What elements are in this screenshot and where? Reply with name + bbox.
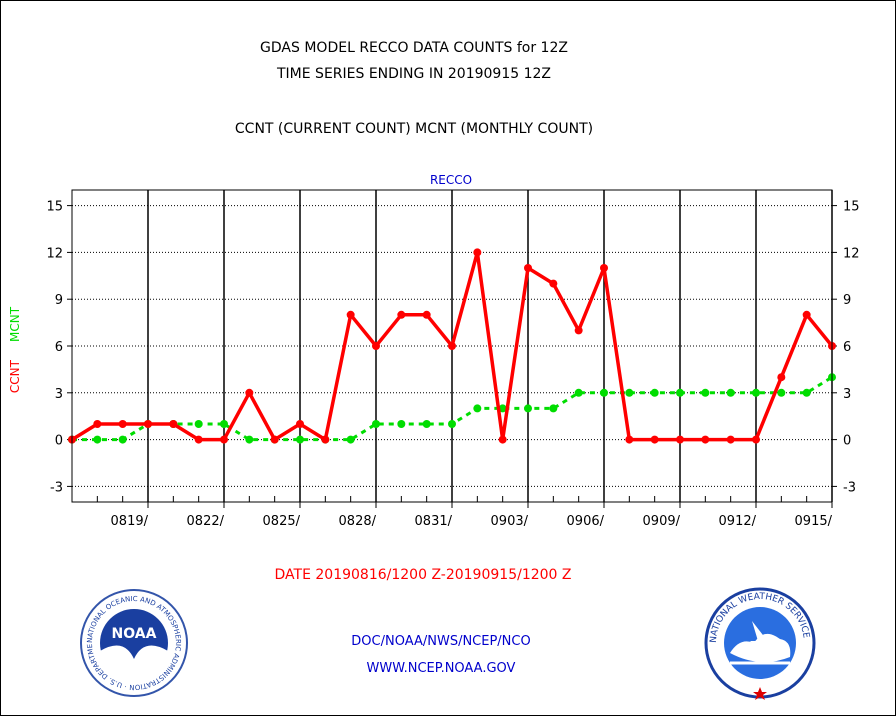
xtick-label: 0828/ — [339, 514, 377, 529]
point-mcnt — [372, 420, 380, 428]
point-mcnt — [422, 420, 431, 428]
xtick-label: 0831/ — [415, 514, 453, 529]
point-ccnt — [650, 435, 659, 444]
point-ccnt — [574, 326, 583, 335]
ytick-label-left: 3 — [55, 387, 63, 402]
point-mcnt — [118, 435, 127, 444]
ytick-label-right: 3 — [843, 387, 851, 402]
xtick-label: 0903/ — [491, 514, 529, 529]
point-mcnt — [524, 404, 532, 413]
xtick-label: 0822/ — [187, 514, 225, 529]
point-ccnt — [422, 310, 431, 319]
credit-text: DOC/NOAA/NWS/NCEP/NCO — [351, 634, 530, 649]
xtick-label: 0819/ — [111, 514, 149, 529]
ytick-label-left: 0 — [55, 434, 63, 449]
point-ccnt — [194, 435, 203, 444]
point-mcnt — [245, 435, 254, 444]
point-mcnt — [296, 435, 304, 444]
xtick-label: 0906/ — [567, 514, 605, 529]
point-ccnt — [296, 420, 304, 428]
ytick-label-left: 9 — [55, 293, 63, 308]
point-mcnt — [625, 388, 634, 397]
point-ccnt — [397, 310, 406, 319]
point-ccnt — [726, 435, 735, 444]
point-ccnt — [549, 279, 558, 288]
point-ccnt — [473, 248, 482, 257]
date-range: DATE 20190816/1200 Z-20190915/1200 Z — [275, 567, 572, 583]
ytick-label-right: 6 — [843, 340, 851, 355]
noaa-logo-text: NOAA — [112, 626, 157, 642]
ylabel-ccnt: CCNT — [8, 359, 22, 393]
point-ccnt — [600, 264, 608, 272]
ytick-label-right: 12 — [843, 246, 860, 261]
ylabel-mcnt: MCNT — [8, 306, 22, 342]
point-ccnt — [346, 310, 355, 319]
ytick-label-right: -3 — [843, 480, 856, 495]
url-text: WWW.NCEP.NOAA.GOV — [367, 661, 516, 676]
xtick-label: 0912/ — [719, 514, 757, 529]
noaa-logo: NOAA NATIONAL OCEANIC AND ATMOSPHERIC AD… — [80, 589, 188, 697]
xtick-label: 0915/ — [795, 514, 833, 529]
point-mcnt — [726, 388, 735, 397]
ytick-label-right: 9 — [843, 293, 851, 308]
point-ccnt — [169, 420, 178, 428]
point-mcnt — [473, 404, 482, 413]
ytick-label-right: 0 — [843, 434, 851, 449]
point-ccnt — [448, 342, 456, 350]
point-ccnt — [498, 435, 507, 444]
point-ccnt — [93, 420, 102, 428]
point-mcnt — [701, 388, 710, 397]
point-mcnt — [498, 404, 507, 413]
point-ccnt — [676, 435, 684, 444]
point-ccnt — [701, 435, 710, 444]
ytick-label-left: 15 — [46, 200, 63, 215]
point-ccnt — [270, 435, 279, 444]
point-mcnt — [549, 404, 558, 413]
y-ticks: -3 -3 0 0 3 3 6 6 9 9 12 12 15 15 — [46, 200, 859, 496]
point-ccnt — [245, 388, 254, 397]
point-ccnt — [625, 435, 634, 444]
xtick-label: 0825/ — [263, 514, 301, 529]
chart-title-line1: GDAS MODEL RECCO DATA COUNTS for 12Z — [260, 40, 568, 56]
point-ccnt — [321, 435, 330, 444]
point-mcnt — [777, 388, 786, 397]
point-mcnt — [752, 388, 760, 397]
point-ccnt — [752, 435, 760, 444]
point-mcnt — [600, 388, 608, 397]
xtick-label: 0909/ — [643, 514, 681, 529]
point-mcnt — [220, 420, 228, 428]
plot-area — [71, 189, 833, 503]
point-ccnt — [802, 310, 811, 319]
point-mcnt — [650, 388, 659, 397]
point-ccnt — [118, 420, 127, 428]
x-ticks: 0819/0822/0825/0828/0831/0903/0906/0909/… — [71, 496, 833, 529]
point-ccnt — [777, 373, 786, 382]
point-mcnt — [194, 420, 203, 428]
plot-title: RECCO — [430, 173, 472, 187]
series-layer — [68, 248, 836, 444]
point-mcnt — [93, 435, 102, 444]
nws-logo: NATIONAL WEATHER SERVICE — [704, 587, 816, 700]
point-ccnt — [144, 420, 152, 428]
point-ccnt — [524, 264, 532, 272]
ytick-label-left: 6 — [55, 340, 63, 355]
point-mcnt — [346, 435, 355, 444]
point-mcnt — [574, 388, 583, 397]
point-mcnt — [397, 420, 406, 428]
point-ccnt — [220, 435, 228, 444]
chart-subtitle: CCNT (CURRENT COUNT) MCNT (MONTHLY COUNT… — [235, 121, 593, 137]
point-mcnt — [448, 420, 456, 428]
ytick-label-left: -3 — [50, 480, 63, 495]
point-mcnt — [676, 388, 684, 397]
point-mcnt — [802, 388, 811, 397]
ytick-label-left: 12 — [46, 246, 63, 261]
ytick-label-right: 15 — [843, 200, 860, 215]
point-ccnt — [372, 342, 380, 350]
chart-title-line2: TIME SERIES ENDING IN 20190915 12Z — [276, 66, 551, 82]
